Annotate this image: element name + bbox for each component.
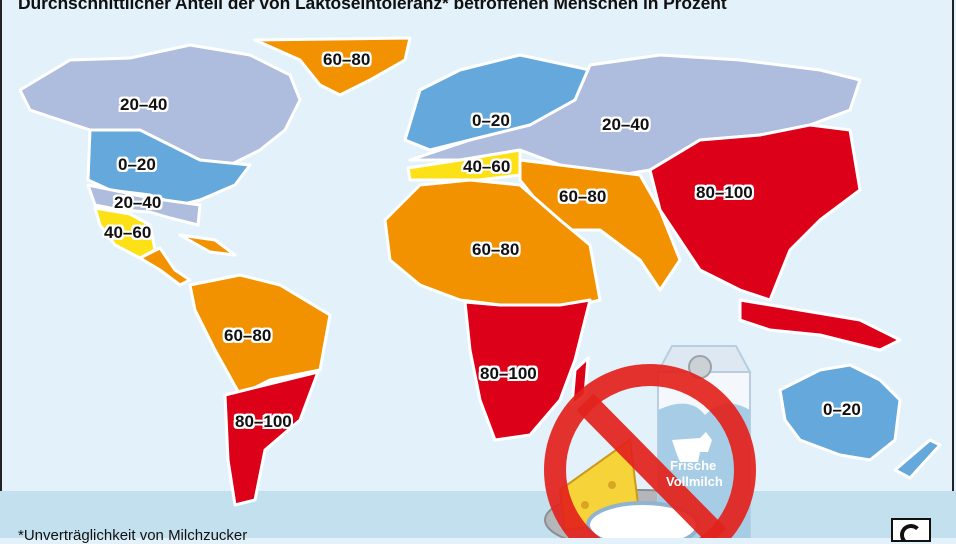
carton-text-line1: Frische bbox=[670, 458, 717, 473]
region-south-africa bbox=[463, 298, 592, 442]
region-south-america-south bbox=[223, 370, 320, 507]
region-southeast-asia-islands bbox=[738, 298, 902, 352]
label-south-america-south: 80–100 bbox=[235, 412, 292, 431]
region-south-america-north bbox=[188, 273, 332, 397]
ground-strip bbox=[0, 491, 956, 538]
label-mexico: 40–60 bbox=[104, 223, 152, 242]
region-south-europe bbox=[406, 148, 522, 182]
label-greenland: 60–80 bbox=[323, 50, 371, 69]
label-mideast-india: 60–80 bbox=[559, 187, 607, 206]
carton-text-line2: Vollmilch bbox=[666, 474, 723, 489]
cow-icon bbox=[672, 432, 712, 462]
label-south-africa: 80–100 bbox=[480, 364, 537, 383]
label-east-asia: 80–100 bbox=[696, 183, 753, 202]
publisher-logo-icon bbox=[891, 518, 931, 542]
label-south-america-north: 60–80 bbox=[224, 326, 272, 345]
region-greenland bbox=[253, 36, 412, 97]
label-usa: 0–20 bbox=[118, 155, 156, 174]
region-canada-north bbox=[18, 43, 302, 177]
no-sign-icon bbox=[544, 364, 756, 538]
label-europe-nw: 0–20 bbox=[472, 111, 510, 130]
region-australia bbox=[778, 363, 902, 462]
region-central-america bbox=[138, 246, 192, 287]
region-caribbean bbox=[178, 233, 237, 257]
label-south-usa: 20–40 bbox=[114, 193, 162, 212]
label-south-europe: 40–60 bbox=[463, 157, 511, 176]
region-north-africa bbox=[383, 178, 602, 312]
label-canada-north: 20–40 bbox=[120, 95, 168, 114]
footnote: *Unverträglichkeit von Milchzucker bbox=[18, 527, 248, 544]
label-australia: 0–20 bbox=[823, 400, 861, 419]
region-east-asia bbox=[648, 123, 862, 302]
dairy-illustration bbox=[544, 345, 756, 538]
region-new-zealand bbox=[893, 438, 942, 480]
map-title: Durchschnittlicher Anteil der von Laktos… bbox=[18, 0, 727, 13]
region-south-usa bbox=[86, 183, 202, 227]
label-russia: 20–40 bbox=[602, 115, 650, 134]
label-north-africa: 60–80 bbox=[472, 240, 520, 259]
